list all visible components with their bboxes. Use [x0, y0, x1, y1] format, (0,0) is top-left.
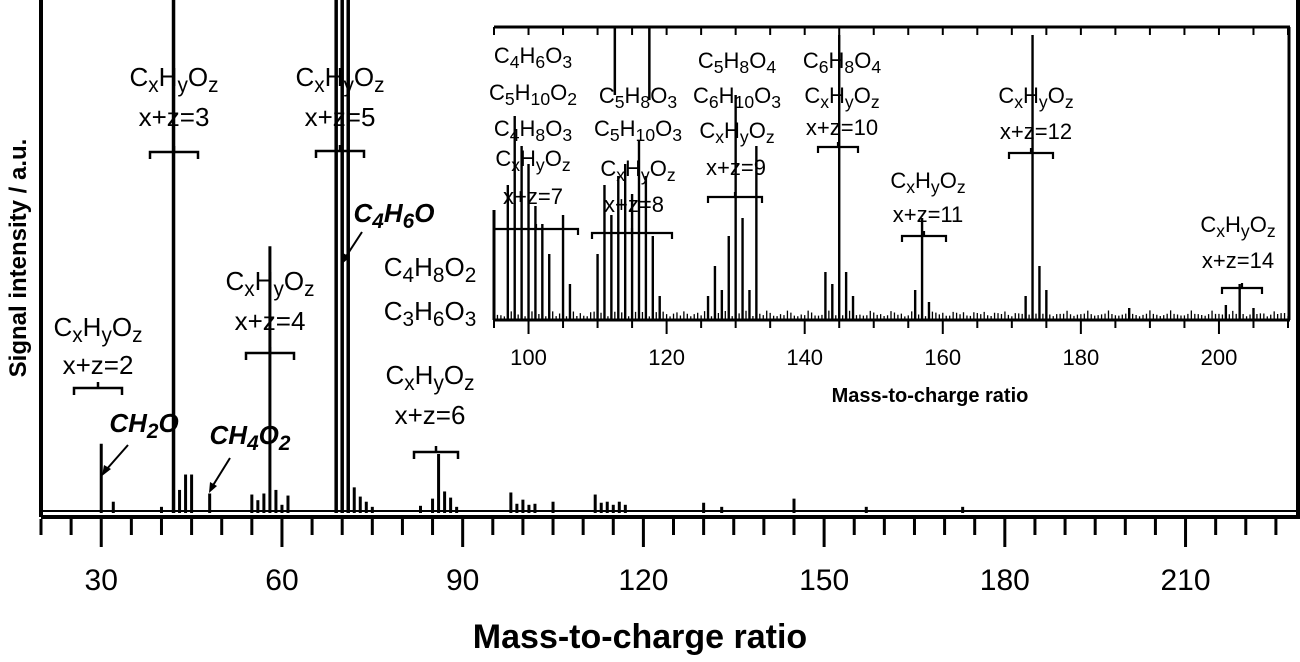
inset-group-label-xz8: x+z=8 [604, 192, 664, 217]
group-label-xz3: x+z=3 [139, 102, 210, 132]
group-label-xz6: x+z=6 [395, 400, 466, 430]
inset-group-label-xz7: x+z=7 [503, 184, 563, 209]
y-axis-title: Signal intensity / a.u. [5, 139, 32, 378]
red-formula-c6h10o3: C6H10O3 [693, 83, 781, 112]
x-tick-label-60: 60 [265, 564, 298, 597]
arrow-c4h6o [344, 231, 363, 259]
group-label-xz2: x+z=2 [63, 350, 134, 380]
inset-formula-xz14: CxHyOz [1200, 212, 1275, 241]
blue-formula-c6h8o4: C6H8O4 [803, 48, 882, 77]
arrow-ch2o [105, 444, 129, 471]
inset-x-tick-label-100: 100 [510, 345, 547, 370]
x-axis-title: Mass-to-charge ratio [473, 618, 807, 656]
inset-x-axis-title: Mass-to-charge ratio [832, 385, 1029, 407]
group-label-xz5: x+z=5 [305, 102, 376, 132]
x-tick-label-180: 180 [980, 564, 1030, 597]
inset-formula-xz7: CxHyOz [495, 146, 570, 175]
x-tick-label-90: 90 [446, 564, 479, 597]
red-formula-c4h8o2: C4H8O2 [384, 252, 477, 287]
inset-background [480, 23, 1292, 416]
x-tick-label-210: 210 [1161, 564, 1211, 597]
main-plot: 30 60 90 120 150 180 210 Mass-to-charge ratio Si… [5, 0, 1300, 656]
inset-x-tick-label-120: 120 [648, 345, 685, 370]
red-formula-c5h10o3: C5H10O3 [594, 116, 682, 145]
bracket-xz5 [314, 149, 366, 158]
inset-group-label-xz11: x+z=11 [893, 202, 964, 227]
inset-formula-xz10: CxHyOz [804, 83, 879, 112]
blue-formula-c4h6o3: C4H6O3 [494, 43, 573, 72]
inset-formula-xz9: CxHyOz [699, 118, 774, 147]
formula-label-xz2: CxHyOz [53, 312, 142, 347]
formula-label-xz4: CxHyOz [225, 266, 314, 301]
blue-formula-c5h8o4: C5H8O4 [698, 48, 777, 77]
formula-label-xz6: CxHyOz [385, 360, 474, 395]
blue-formula-c5h8o3: C5H8O3 [599, 83, 678, 112]
x-tick-label-30: 30 [85, 564, 118, 597]
molecule-label-c4h6o: C4H6O [354, 198, 435, 233]
molecule-label-ch2o: CH2O [109, 408, 178, 443]
formula-label-xz5: CxHyOz [295, 62, 384, 97]
bracket-xz2 [72, 386, 124, 395]
inset-x-tick-label-200: 200 [1201, 345, 1238, 370]
red-formula-c5h10o2: C5H10O2 [489, 80, 577, 109]
inset-group-label-xz10: x+z=10 [806, 115, 878, 140]
bracket-xz6 [412, 450, 460, 459]
group-label-xz4: x+z=4 [235, 306, 306, 336]
inset-plot: 100 120 140 160 180 200 Mass-to-charge ratio C4… [480, 23, 1292, 416]
arrowhead-ch4o2 [209, 482, 217, 493]
x-tick-label-120: 120 [618, 564, 668, 597]
inset-group-label-xz12: x+z=12 [1000, 119, 1072, 144]
inset-formula-xz11: CxHyOz [890, 168, 965, 197]
formula-label-xz3: CxHyOz [129, 62, 218, 97]
inset-x-tick-label-140: 140 [786, 345, 823, 370]
arrowhead-c4h6o [342, 253, 350, 264]
x-tick-label-150: 150 [799, 564, 849, 597]
red-formula-c3h6o3: C3H6O3 [384, 296, 477, 331]
inset-formula-xz12: CxHyOz [998, 83, 1073, 112]
arrow-ch4o2 [211, 457, 231, 488]
inset-group-label-xz9: x+z=9 [706, 155, 766, 180]
inset-group-label-xz14: x+z=14 [1202, 248, 1274, 273]
red-formula-c4h8o3: C4H8O3 [494, 116, 573, 145]
arrowhead-ch2o [102, 465, 111, 476]
inset-x-tick-label-160: 160 [924, 345, 961, 370]
inset-formula-xz8: CxHyOz [600, 156, 675, 185]
inset-x-tick-label-180: 180 [1063, 345, 1100, 370]
molecule-label-ch4o2: CH4O2 [210, 420, 291, 455]
